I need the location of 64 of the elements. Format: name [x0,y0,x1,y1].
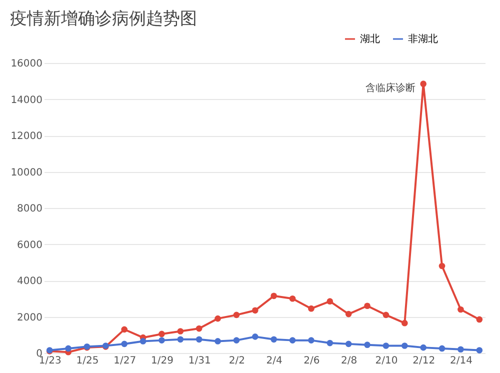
point [289,337,296,344]
x-tick-label: 2/8 [341,356,358,366]
point [289,295,296,302]
point [476,316,483,323]
point [438,345,446,352]
annotation: 含临床诊断 [365,82,416,94]
point [65,345,72,352]
x-tick-label: 2/12 [412,356,436,366]
point [458,346,464,353]
point [233,312,240,318]
x-tick-label: 1/25 [76,356,99,366]
y-tick-label: 2000 [17,312,42,324]
point [196,336,202,343]
y-tick-label: 14000 [10,94,42,106]
point [270,336,278,343]
point [233,337,240,344]
point [345,340,352,348]
y-tick-label: 6000 [17,240,42,251]
x-tick-label: 2/6 [304,356,320,366]
y-tick-label: 4000 [17,276,42,287]
x-tick-label: 2/4 [266,356,282,366]
x-tick-label: 1/27 [114,356,136,366]
point [438,262,446,270]
point [326,298,334,304]
x-tick-label: 1/23 [38,356,62,366]
point [214,338,221,344]
point [158,337,165,344]
point [382,342,390,349]
point [196,325,202,332]
legend-label: 非湖北 [408,33,438,45]
point [121,340,128,348]
y-tick-label: 10000 [10,167,42,178]
point [308,305,314,312]
x-tick-label: 2/14 [450,356,472,366]
point [308,337,314,344]
x-tick-label: 1/31 [188,356,211,366]
point [345,310,352,318]
x-tick-label: 2/2 [228,356,246,366]
y-tick-label: 16000 [10,58,42,70]
point [326,340,334,346]
point [270,292,278,300]
x-tick-label: 1/29 [150,356,174,366]
point [458,306,464,313]
point [420,80,426,87]
point [364,302,370,310]
point [214,315,221,322]
point [401,342,408,349]
point [252,334,258,340]
chart-title: 疫情新增确诊病例趋势图 [10,9,198,29]
point [252,307,258,314]
point [476,347,483,354]
point [401,320,408,326]
point [177,328,184,334]
point [140,338,146,344]
y-tick-label: 12000 [10,131,42,142]
point [364,342,370,348]
point [121,326,128,333]
point [382,312,390,318]
legend-label: 湖北 [360,33,380,45]
x-tick-label: 2/10 [375,356,398,366]
point [158,330,165,338]
point [177,336,184,343]
y-tick-label: 8000 [17,204,42,214]
point [420,344,426,351]
